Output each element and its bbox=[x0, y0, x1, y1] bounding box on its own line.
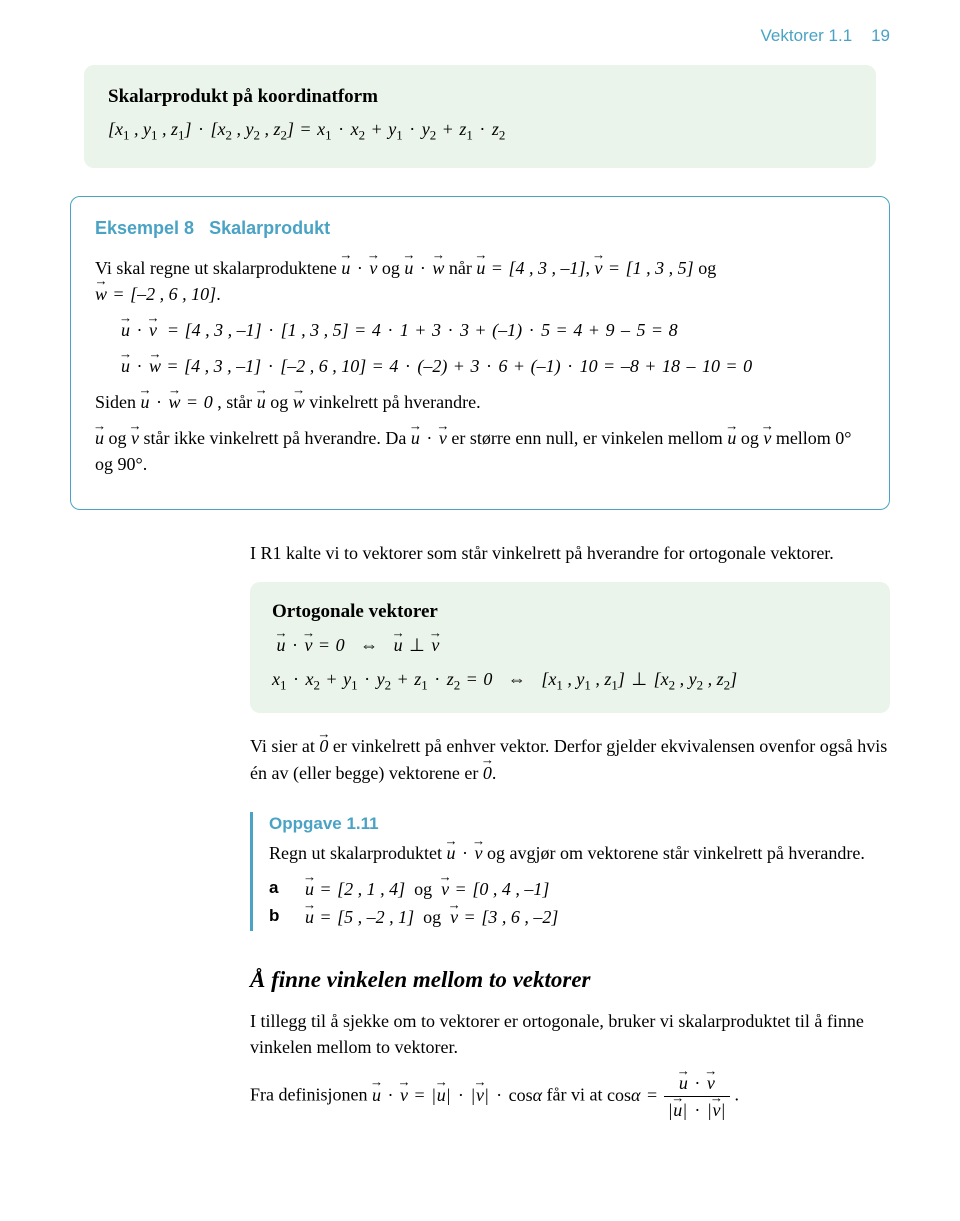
page-number: 19 bbox=[871, 26, 890, 45]
chapter-label: Vektorer 1.1 bbox=[761, 26, 853, 45]
example-title: Eksempel 8 Skalarprodukt bbox=[95, 215, 865, 241]
task-block: Oppgave 1.11 Regn ut skalarproduktet u ·… bbox=[250, 812, 890, 931]
ortho-title: Ortogonale vektorer bbox=[272, 598, 868, 626]
example-intro: Vi skal regne ut skalarproduktene u · v … bbox=[95, 255, 865, 307]
ortho-intro: I R1 kalte vi to vektorer som står vinke… bbox=[250, 540, 890, 566]
angle-p1: I tillegg til å sjekke om to vektorer er… bbox=[250, 1008, 890, 1060]
body-text: I R1 kalte vi to vektorer som står vinke… bbox=[250, 540, 890, 1123]
task-items: a u = [2 , 1 , 4] og v = [0 , 4 , –1] b … bbox=[269, 876, 890, 930]
angle-heading: Å finne vinkelen mellom to vektorer bbox=[250, 963, 890, 996]
ortho-line2: x1 · x2 + y1 · y2 + z1 · z2 = 0 ⇔ [x1 , … bbox=[272, 666, 868, 695]
rule-formula: [x1 , y1 , z1] · [x2 , y2 , z2] = x1 · x… bbox=[108, 116, 852, 145]
angle-p2: Fra definisjonen u · v = |u| · |v| · cos… bbox=[250, 1070, 890, 1123]
ortho-line1: u · v = 0 ⇔ u ⊥ v bbox=[272, 632, 868, 658]
zero-vector-note: Vi sier at 0 er vinkelrett på enhver vek… bbox=[250, 733, 890, 785]
rule-box: Skalarprodukt på koordinatform [x1 , y1 … bbox=[84, 65, 876, 168]
example-since: Siden u · w = 0 , står u og w vinkelrett… bbox=[95, 389, 865, 415]
task-item-a: a u = [2 , 1 , 4] og v = [0 , 4 , –1] bbox=[269, 876, 890, 902]
example-conclusion: u og v står ikke vinkelrett på hverandre… bbox=[95, 425, 865, 477]
page-header: Vektorer 1.1 19 bbox=[70, 24, 890, 49]
task-text: Regn ut skalarproduktet u · v og avgjør … bbox=[269, 840, 890, 866]
rule-title: Skalarprodukt på koordinatform bbox=[108, 83, 852, 111]
ortho-box: Ortogonale vektorer u · v = 0 ⇔ u ⊥ v x1… bbox=[250, 582, 890, 713]
task-title: Oppgave 1.11 bbox=[269, 812, 890, 837]
task-item-b: b u = [5 , –2 , 1] og v = [3 , 6 , –2] bbox=[269, 904, 890, 930]
example-calc-uv: u · v = [4 , 3 , –1] · [1 , 3 , 5] = 4 ·… bbox=[121, 317, 865, 343]
example-box: Eksempel 8 Skalarprodukt Vi skal regne u… bbox=[70, 196, 890, 511]
example-calc-uw: u · w = [4 , 3 , –1] · [–2 , 6 , 10] = 4… bbox=[121, 353, 865, 379]
